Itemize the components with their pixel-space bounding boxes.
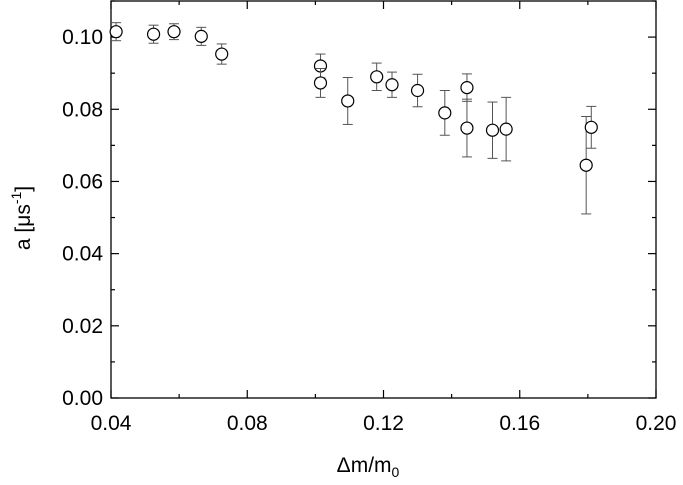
plot-border <box>110 0 657 399</box>
data-point <box>579 115 593 215</box>
point-marker <box>460 81 474 95</box>
point-marker <box>410 83 425 98</box>
point-marker <box>167 25 181 39</box>
point-marker <box>438 106 452 120</box>
x-tick-label: 0.16 <box>499 412 540 435</box>
y-axis-label: a [μs-1] <box>8 186 35 250</box>
point-marker <box>385 78 399 92</box>
data-point <box>499 96 513 162</box>
data-point <box>370 62 384 92</box>
data-point <box>385 71 399 98</box>
point-marker <box>341 94 355 108</box>
x-axis: 0.04 0.08 0.12 0.16 0.20 <box>91 1 677 435</box>
data-point <box>410 73 425 108</box>
plot-frame <box>110 0 657 399</box>
point-marker <box>579 158 593 172</box>
data-point <box>167 23 181 41</box>
data-point <box>215 43 229 65</box>
x-tick-label: 0.08 <box>227 412 268 435</box>
data-point <box>341 77 355 125</box>
x-tick-label: 0.12 <box>363 412 404 435</box>
data-point <box>109 22 123 42</box>
point-marker <box>370 70 384 84</box>
data-point <box>460 73 474 102</box>
y-axis: 0.00 0.02 0.04 0.06 0.08 0.10 <box>62 0 656 410</box>
data-point <box>313 67 328 98</box>
data-point <box>485 101 500 159</box>
y-tick-label: 0.04 <box>62 243 103 266</box>
point-marker <box>485 123 500 137</box>
data-point <box>460 98 474 158</box>
point-marker <box>146 27 161 41</box>
y-tick-label: 0.06 <box>62 170 103 193</box>
data-series <box>109 22 598 215</box>
data-point <box>438 90 452 136</box>
y-tick-label: 0.02 <box>62 315 103 338</box>
x-tick-label: 0.20 <box>636 412 677 435</box>
y-tick-label: 0.10 <box>62 26 103 49</box>
x-axis-label: Δm/m0 <box>337 454 400 480</box>
point-marker <box>215 47 229 61</box>
point-marker <box>499 122 513 136</box>
y-tick-label: 0.08 <box>62 98 103 121</box>
point-marker <box>194 29 208 43</box>
data-point <box>194 26 208 46</box>
data-point <box>146 24 161 44</box>
y-tick-label: 0.00 <box>62 387 103 410</box>
point-marker <box>313 76 328 90</box>
point-marker <box>460 121 474 135</box>
data-point <box>584 105 598 149</box>
point-marker <box>109 25 123 39</box>
x-tick-label: 0.04 <box>91 412 132 435</box>
point-marker <box>584 120 598 134</box>
